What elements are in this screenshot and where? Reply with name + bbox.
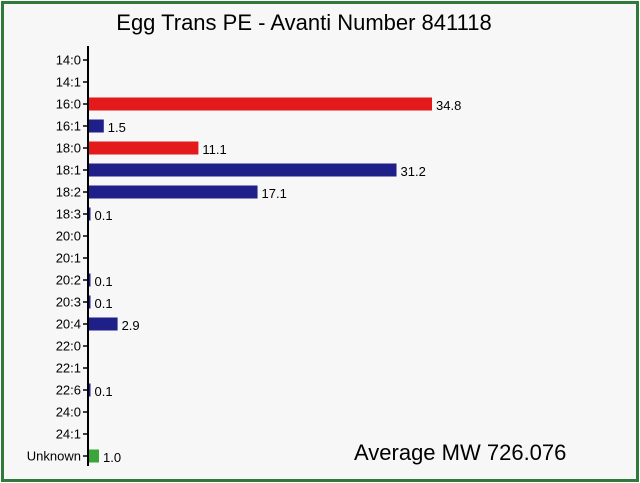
bar-value-label: 17.1 [262,186,287,201]
y-tick-label: 18:0 [56,141,81,156]
y-tick-label: 24:1 [56,427,81,442]
y-tick-label: 18:2 [56,185,81,200]
y-tick-label: 22:0 [56,339,81,354]
y-tick-label: 20:0 [56,229,81,244]
y-tick-label: 20:3 [56,295,81,310]
y-tick-label: 20:2 [56,273,81,288]
bar-value-label: 31.2 [401,164,426,179]
y-tick-label: 20:4 [56,317,81,332]
bar [89,141,199,155]
y-tick-label: 16:1 [56,119,81,134]
bar [89,273,91,287]
bar [89,383,91,397]
y-tick-label: Unknown [27,449,81,464]
bar [89,119,104,133]
y-tick-label: 18:3 [56,207,81,222]
y-tick-label: 14:1 [56,75,81,90]
bar-value-label: 0.1 [95,274,113,289]
bar-value-label: 11.1 [202,142,226,157]
y-tick-label: 16:0 [56,97,81,112]
bar-value-label: 0.1 [95,296,113,311]
y-tick-label: 20:1 [56,251,81,266]
chart-title: Egg Trans PE - Avanti Number 841118 [116,10,492,35]
bar-chart: 14:0 14:1 16:0 34.8 16:1 1.5 18:0 11.1 18:1 31.2 1… [27,46,461,466]
bar-value-label: 34.8 [436,98,461,113]
bar [89,317,118,331]
y-tick-label: 22:6 [56,383,81,398]
bar [89,163,397,177]
y-tick-label: 18:1 [56,163,81,178]
bar-value-label: 1.0 [103,450,121,465]
bar [89,295,91,309]
bar [89,97,432,111]
y-tick-label: 14:0 [56,53,81,68]
bar [89,449,99,463]
bar [89,207,91,221]
y-tick-label: 22:1 [56,361,81,376]
bar-value-label: 0.1 [95,208,113,223]
bar-value-label: 0.1 [95,384,113,399]
bar-value-label: 1.5 [108,120,126,135]
average-mw-annotation: Average MW 726.076 [354,440,567,465]
y-tick-label: 24:0 [56,405,81,420]
bar-value-label: 2.9 [122,318,140,333]
bar [89,185,258,199]
